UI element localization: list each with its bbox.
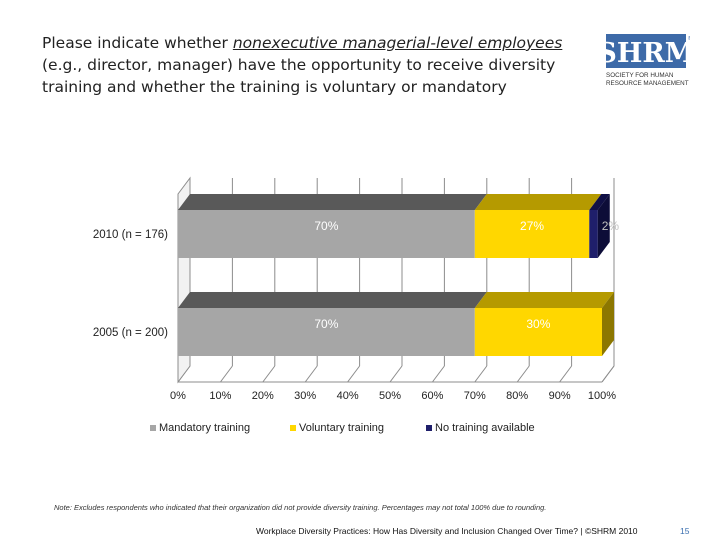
bar-segment bbox=[178, 308, 475, 356]
data-label: 70% bbox=[314, 219, 338, 233]
bar-side-face bbox=[597, 194, 610, 258]
bar-segment bbox=[178, 210, 475, 258]
logo-letters: SHRM bbox=[606, 38, 690, 69]
data-label: 27% bbox=[520, 219, 544, 233]
bar-segment-top bbox=[178, 194, 487, 210]
bar-segment-top bbox=[474, 194, 602, 210]
legend-item: No training available bbox=[426, 422, 535, 434]
x-tick-label: 30% bbox=[294, 390, 316, 402]
logo-line-1: SOCIETY FOR HUMAN bbox=[606, 72, 674, 79]
floor-gridline bbox=[347, 365, 361, 383]
bar-segment bbox=[474, 210, 590, 258]
floor-gridline bbox=[474, 365, 488, 383]
legend-label: Voluntary training bbox=[299, 422, 384, 434]
data-label: 2% bbox=[602, 219, 620, 233]
stacked-bar-chart: 0% 10% 20% 30% 40% 50% 60% 70% 80% 90% 100% 2010 (n… bbox=[93, 176, 620, 402]
legend-label: Mandatory training bbox=[159, 422, 251, 434]
x-tick-label: 0% bbox=[170, 390, 186, 402]
bar-segment bbox=[589, 210, 598, 258]
floor-gridline bbox=[262, 365, 276, 383]
page-number: 15 bbox=[680, 526, 690, 536]
data-label: 30% bbox=[526, 317, 550, 331]
bar-segment-top bbox=[474, 292, 614, 308]
x-tick-label: 100% bbox=[588, 390, 616, 402]
legend-item: Mandatory training bbox=[150, 422, 250, 434]
shrm-logo: SHRM ® SOCIETY FOR HUMAN RESOURCE MANAGE… bbox=[606, 34, 690, 87]
title-emphasis: nonexecutive managerial-level employees bbox=[232, 34, 563, 52]
floor-gridline bbox=[304, 365, 318, 383]
legend-item: Voluntary training bbox=[290, 422, 384, 434]
floor-gridline bbox=[431, 365, 445, 383]
logo-registered-mark: ® bbox=[688, 35, 690, 42]
category-label: 2010 (n = 176) bbox=[93, 229, 168, 241]
x-tick-label: 10% bbox=[209, 390, 231, 402]
x-tick-label: 70% bbox=[464, 390, 486, 402]
bar-segment-top bbox=[589, 194, 610, 210]
category-label: 2005 (n = 200) bbox=[93, 327, 168, 339]
x-tick-label: 40% bbox=[337, 390, 359, 402]
data-label: 70% bbox=[314, 317, 338, 331]
title-text-end: (e.g., director, manager) have the oppor… bbox=[42, 56, 556, 96]
title-text-start: Please indicate whether bbox=[42, 34, 233, 52]
floor-gridline bbox=[516, 365, 530, 383]
x-tick-label: 90% bbox=[549, 390, 571, 402]
legend-swatch bbox=[290, 425, 296, 431]
floor-gridline bbox=[389, 365, 403, 383]
logo-box bbox=[606, 34, 686, 68]
floor-edge bbox=[601, 365, 615, 383]
x-tick-label: 80% bbox=[506, 390, 528, 402]
floor-gridline bbox=[219, 365, 233, 383]
floor-gridline bbox=[559, 365, 572, 383]
logo-line-2: RESOURCE MANAGEMENT bbox=[606, 80, 689, 87]
x-tick-label: 50% bbox=[379, 390, 401, 402]
x-tick-label: 60% bbox=[421, 390, 443, 402]
footnote: Note: Excludes respondents who indicated… bbox=[54, 503, 547, 512]
legend-swatch bbox=[426, 425, 432, 431]
footer-citation: Workplace Diversity Practices: How Has D… bbox=[256, 526, 638, 536]
bar-side-face bbox=[602, 292, 614, 356]
bar-segment bbox=[474, 308, 602, 356]
chart-title: Please indicate whether nonexecutive man… bbox=[42, 32, 582, 98]
bar-segment-top bbox=[178, 292, 487, 308]
legend-swatch bbox=[150, 425, 156, 431]
legend-label: No training available bbox=[435, 422, 535, 434]
x-tick-label: 20% bbox=[252, 390, 274, 402]
